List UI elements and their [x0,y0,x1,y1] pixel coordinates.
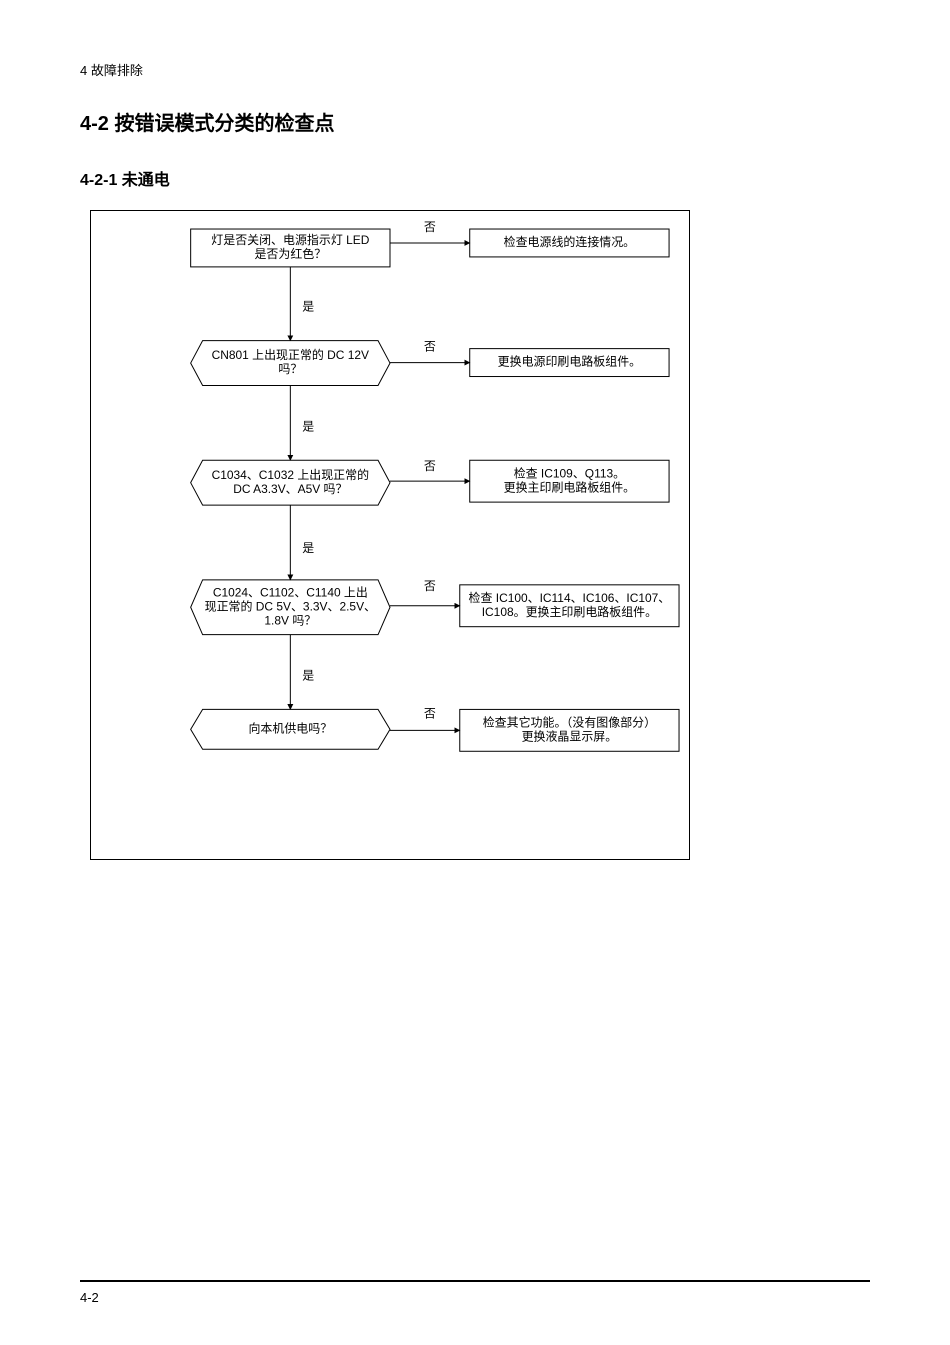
svg-text:否: 否 [424,579,436,593]
svg-text:更换液晶显示屏。: 更换液晶显示屏。 [522,728,618,743]
page-number: 4-2 [80,1290,870,1305]
flowchart-diagram: 灯是否关闭、电源指示灯 LED是否为红色？ 检查电源线的连接情况。 CN801 上出… [91,211,689,859]
section-title: 4-2 按错误模式分类的检查点 [80,107,870,136]
svg-text:灯是否关闭、电源指示灯 LED: 灯是否关闭、电源指示灯 LED [211,232,369,247]
subsection-title: 4-2-1 未通电 [80,166,870,190]
svg-text:检查 IC109、Q113。: 检查 IC109、Q113。 [514,465,625,480]
svg-text:否: 否 [424,459,436,473]
svg-text:DC A3.3V、A5V 吗？: DC A3.3V、A5V 吗？ [233,482,347,496]
page-footer: 4-2 [80,1280,870,1305]
svg-text:是: 是 [302,419,314,433]
svg-text:更换主印刷电路板组件。: 更换主印刷电路板组件。 [504,479,635,494]
footer-divider [80,1280,870,1282]
svg-text:否: 否 [424,220,436,234]
svg-text:C1024、C1102、C1140 上出: C1024、C1102、C1140 上出 [213,585,368,599]
svg-text:1.8V 吗？: 1.8V 吗？ [264,613,316,627]
svg-text:现正常的 DC 5V、3.3V、2.5V、: 现正常的 DC 5V、3.3V、2.5V、 [205,598,376,613]
svg-text:检查其它功能。（没有图像部分）: 检查其它功能。（没有图像部分） [483,715,656,730]
svg-text:是: 是 [302,541,314,555]
svg-text:否: 否 [424,706,436,720]
svg-text:是否为红色？: 是否为红色？ [254,246,326,261]
svg-text:更换电源印刷电路板组件。: 更换电源印刷电路板组件。 [498,354,641,369]
svg-text:CN801 上出现正常的 DC 12V: CN801 上出现正常的 DC 12V [212,347,369,362]
chapter-header: 4 故障排除 [80,60,870,79]
svg-text:IC108。更换主印刷电路板组件。: IC108。更换主印刷电路板组件。 [482,604,657,619]
svg-text:否: 否 [424,340,436,354]
svg-text:是: 是 [302,669,314,683]
svg-text:检查电源线的连接情况。: 检查电源线的连接情况。 [504,234,635,249]
svg-text:向本机供电吗？: 向本机供电吗？ [248,721,332,736]
flowchart-container: 灯是否关闭、电源指示灯 LED是否为红色？ 检查电源线的连接情况。 CN801 上出… [90,210,690,860]
svg-text:检查 IC100、IC114、IC106、IC107、: 检查 IC100、IC114、IC106、IC107、 [469,590,671,605]
svg-text:是: 是 [302,300,314,314]
svg-text:C1034、C1032 上出现正常的: C1034、C1032 上出现正常的 [212,467,369,482]
svg-text:吗？: 吗？ [278,362,302,376]
